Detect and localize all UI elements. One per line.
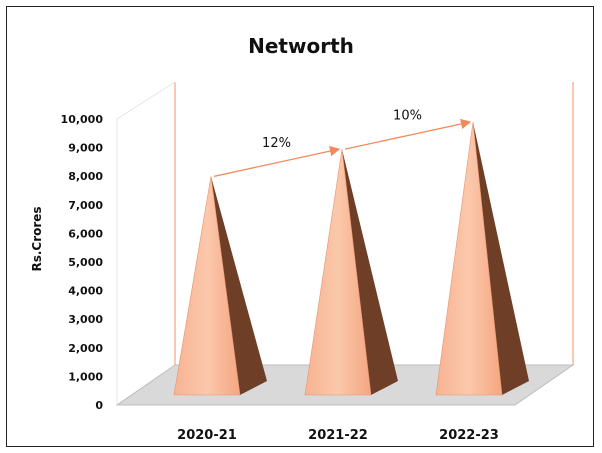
chart-title: Networth: [248, 34, 354, 58]
y-tick-label: 9,000: [68, 142, 103, 155]
bar-side-face: [473, 122, 529, 395]
x-tick-label: 2021-22: [308, 428, 368, 443]
x-tick-label: 2020-21: [177, 428, 237, 443]
y-tick-label: 6,000: [68, 227, 103, 240]
y-tick-label: 3,000: [68, 313, 103, 326]
growth-arrow: [213, 146, 341, 177]
bar-2020-21: [173, 176, 241, 396]
y-tick-label: 0: [95, 399, 103, 412]
y-tick-label: 1,000: [68, 370, 103, 383]
bar-2022-23: [435, 121, 503, 396]
x-axis-labels: 2020-21 2021-22 2022-23: [177, 428, 499, 443]
y-tick-label: 10,000: [61, 113, 104, 126]
growth-annotations: 12% 10%: [213, 109, 472, 177]
y-tick-label: 7,000: [68, 199, 103, 212]
chart-frame: Networth Rs.Crores 0 1,000 2,000 3,000 4,000…: [6, 6, 594, 447]
bar-side-face: [342, 149, 398, 395]
networth-chart: Networth Rs.Crores 0 1,000 2,000 3,000 4,000…: [30, 34, 575, 443]
y-tick-label: 2,000: [68, 342, 103, 355]
x-tick-label: 2022-23: [439, 428, 499, 443]
y-tick-label: 5,000: [68, 256, 103, 269]
y-tick-label: 4,000: [68, 285, 103, 298]
growth-label: 12%: [262, 136, 291, 151]
bar-2021-22: [304, 149, 372, 396]
growth-arrow: [344, 118, 472, 150]
y-tick-label: 8,000: [68, 170, 103, 183]
growth-label: 10%: [393, 109, 422, 124]
y-axis-label: Rs.Crores: [30, 206, 44, 271]
bars-group: [173, 121, 529, 396]
side-wall-top-edge: [116, 81, 176, 120]
y-axis-ticks: 0 1,000 2,000 3,000 4,000 5,000 6,000 7,000 8,00…: [61, 113, 104, 412]
bar-side-face: [211, 176, 267, 395]
